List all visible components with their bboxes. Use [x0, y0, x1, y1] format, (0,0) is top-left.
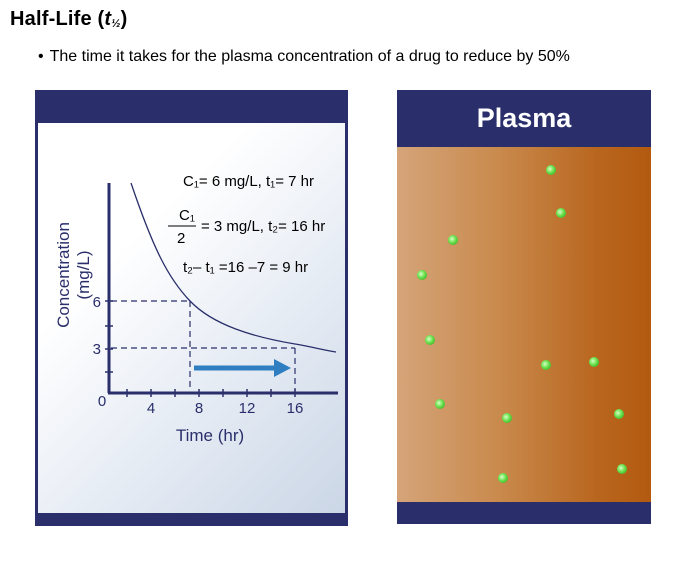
x-tick-label-12: 12 — [239, 400, 256, 417]
x-tick-label-4: 4 — [147, 400, 155, 417]
fraction-numerator: C₁ — [179, 207, 195, 224]
annotation-c1: C₁= 6 mg/L, t₁= 7 hr — [183, 173, 314, 190]
fraction-denominator: 2 — [177, 230, 185, 247]
drug-particle — [498, 473, 508, 483]
drug-particle — [546, 165, 556, 175]
decay-graph: 0 4 8 12 16 3 6 Time (hr) Concentration … — [54, 173, 338, 445]
drug-particle — [541, 360, 551, 370]
drug-particle — [425, 335, 435, 345]
title-t: t — [104, 8, 112, 30]
page-title: Half-Life (t½) — [10, 8, 128, 31]
time-arrow-head — [274, 359, 291, 377]
plasma-container — [397, 147, 651, 502]
plasma-title: Plasma — [476, 103, 572, 133]
drug-particle — [614, 409, 624, 419]
graph-area: 0 4 8 12 16 3 6 Time (hr) Concentration … — [38, 123, 345, 513]
title-close: ) — [120, 8, 128, 30]
annotation-c2: = 3 mg/L, t₂= 16 hr — [201, 218, 325, 235]
y-ticks — [105, 300, 113, 373]
drug-particle — [556, 208, 566, 218]
drug-particle — [435, 399, 445, 409]
bullet-dot: • — [38, 48, 44, 65]
origin-label: 0 — [98, 393, 106, 410]
x-ticks — [126, 389, 296, 397]
y-axis-unit: (mg/L) — [74, 250, 93, 299]
x-axis-title: Time (hr) — [176, 426, 244, 445]
x-tick-label-16: 16 — [287, 400, 304, 417]
decay-curve — [130, 182, 337, 353]
drug-particle — [502, 413, 512, 423]
bullet-text: The time it takes for the plasma concent… — [49, 48, 570, 65]
drug-particle — [448, 235, 458, 245]
y-tick-label-6: 6 — [93, 294, 101, 311]
graph-panel: 0 4 8 12 16 3 6 Time (hr) Concentration … — [35, 90, 348, 526]
definition-bullet: • The time it takes for the plasma concen… — [38, 48, 570, 66]
y-tick-label-3: 3 — [93, 341, 101, 358]
guide-lines — [111, 300, 296, 391]
y-axis-title: Concentration — [54, 222, 73, 328]
title-sub: ½ — [111, 18, 121, 30]
title-text: Half-Life ( — [10, 8, 105, 30]
drug-particle — [589, 357, 599, 367]
annotation-difference: t₂– t₁ =16 –7 = 9 hr — [183, 259, 308, 276]
plasma-panel: Plasma — [397, 90, 651, 524]
drug-particle — [617, 464, 627, 474]
x-tick-label-8: 8 — [195, 400, 203, 417]
drug-particle — [417, 270, 427, 280]
